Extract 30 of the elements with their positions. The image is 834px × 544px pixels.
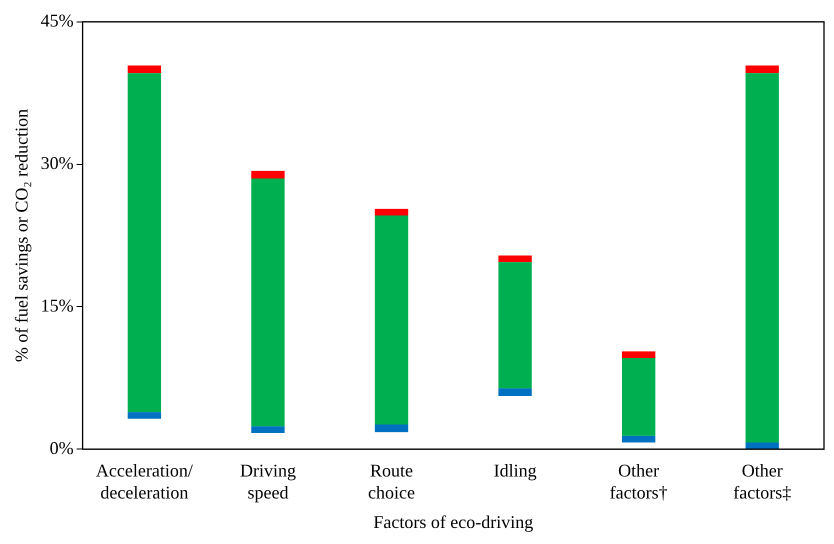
- bar: [128, 73, 162, 412]
- bar: [746, 442, 779, 449]
- x-tick-label: Acceleration/ deceleration: [96, 460, 193, 502]
- bar: [746, 73, 779, 443]
- bar: [746, 65, 779, 74]
- bar: [128, 412, 162, 419]
- bar: [498, 262, 532, 388]
- y-tick-label: 30%: [40, 153, 74, 173]
- bar: [498, 255, 532, 262]
- x-tick-label: Route choice: [368, 460, 416, 502]
- bar: [374, 216, 408, 425]
- bar: [128, 65, 162, 74]
- bar: [374, 208, 408, 216]
- bar: [498, 388, 532, 396]
- bar: [251, 170, 285, 179]
- bar: [622, 436, 656, 443]
- x-axis-title: Factors of eco-driving: [373, 512, 534, 532]
- y-tick-label: 45%: [40, 10, 74, 31]
- x-tick-label: Driving speed: [240, 460, 296, 502]
- x-tick-label: Idling: [494, 460, 537, 481]
- x-tick-label: Other factors‡: [733, 460, 792, 502]
- y-tick-label: 15%: [40, 295, 74, 316]
- bar: [251, 426, 285, 434]
- x-tick-label: Other factors†: [610, 460, 668, 502]
- bar: [622, 351, 656, 358]
- bar: [251, 178, 285, 426]
- y-axis-title: % of fuel savings or CO₂ reduction: [12, 108, 32, 362]
- bar: [622, 358, 656, 436]
- y-tick-label: 0%: [50, 438, 74, 458]
- bar: [374, 424, 408, 432]
